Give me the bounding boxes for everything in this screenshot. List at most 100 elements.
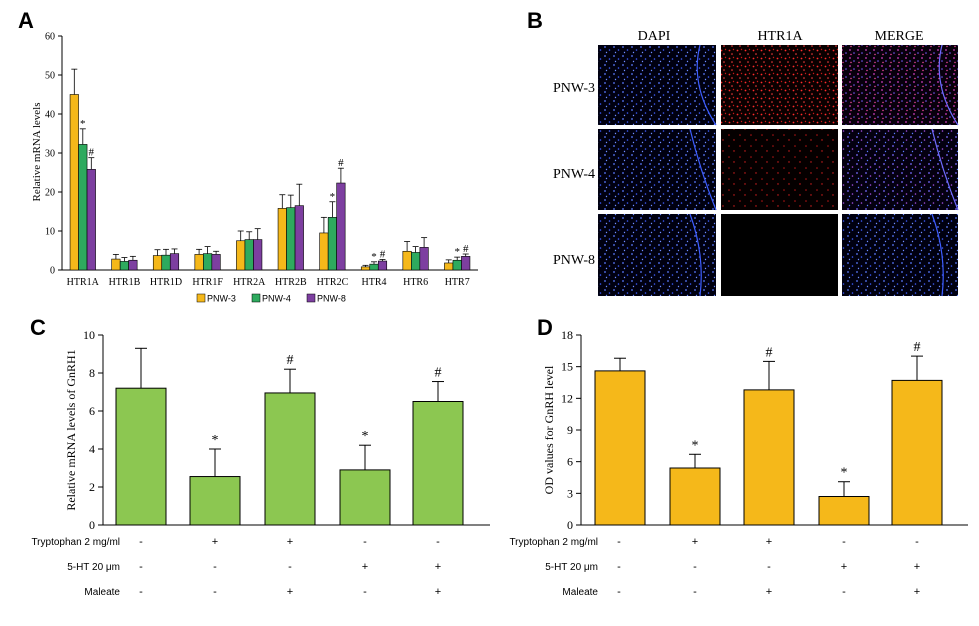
chart-d-bar-3 — [743, 389, 795, 526]
chart-a-significance-mark: # — [380, 248, 386, 260]
micro-tissue-edge — [931, 213, 944, 297]
chart-a-bar-pnw-3-htr2b — [277, 208, 287, 271]
cond-d-sign: - — [915, 536, 919, 548]
micro-col-dapi: DAPI — [638, 29, 671, 44]
chart-a-significance-mark: * — [330, 191, 336, 203]
chart-a-significance-mark: * — [80, 118, 86, 130]
cond-c-sign: - — [436, 536, 440, 548]
cond-c-sign: - — [363, 536, 367, 548]
chart-c-ytick-label: 10 — [83, 328, 95, 342]
chart-a-bar-pnw-8-htr2b — [294, 205, 304, 271]
micro-image-pnw3-merge — [842, 45, 958, 125]
chart-a-bar-pnw-8-htr2a — [253, 239, 263, 271]
cond-c-sign: - — [213, 586, 217, 598]
micro-image-pnw3-dapi — [598, 45, 716, 125]
chart-d-significance-mark: * — [692, 438, 699, 453]
chart-a-ytick-label: 0 — [50, 266, 55, 277]
chart-a-bar-pnw-3-htr4 — [360, 266, 371, 271]
chart-a-ytick-label: 20 — [45, 188, 55, 199]
chart-c-ytick-label: 4 — [89, 442, 95, 456]
chart-a-bar-pnw-4-htr1b — [119, 261, 129, 271]
cond-d-sign: + — [841, 561, 847, 573]
cond-d-label-tryptophan-2-mg-ml: Tryptophan 2 mg/ml — [509, 537, 598, 548]
cond-d-sign: - — [617, 586, 621, 598]
chart-a-bar-pnw-3-htr7 — [444, 262, 454, 271]
cond-c-sign: + — [435, 561, 441, 573]
chart-a-legend-label-pnw-8: PNW-8 — [317, 294, 346, 304]
chart-d-bar-2 — [669, 467, 721, 526]
micro-tissue-edge — [938, 44, 959, 126]
chart-a-category-htr2c: HTR2C — [317, 277, 349, 288]
cond-d-sign: + — [692, 536, 698, 548]
chart-a-bar-pnw-3-htr1a — [69, 94, 79, 271]
chart-a-category-htr2b: HTR2B — [275, 277, 307, 288]
chart-a-ytick-label: 40 — [45, 110, 55, 121]
chart-a-bar-pnw-4-htr1d — [161, 254, 171, 271]
cond-c-sign: + — [362, 561, 368, 573]
chart-a-ytick-label: 60 — [45, 32, 55, 43]
micro-image-pnw8-merge — [842, 214, 958, 296]
cond-c-label-maleate: Maleate — [84, 587, 120, 598]
chart-a-bar-pnw-4-htr1a — [78, 144, 88, 271]
chart-a-bar-pnw-8-htr1b — [128, 259, 138, 271]
chart-a-bar-pnw-4-htr7 — [452, 259, 462, 271]
chart-a-ytick-label: 10 — [45, 227, 55, 238]
chart-c-significance-mark: * — [362, 429, 369, 444]
micro-image-pnw4-dapi — [598, 129, 716, 210]
cond-d-sign: - — [767, 561, 771, 573]
chart-c-significance-mark: # — [287, 353, 294, 368]
chart-a-ytick-label: 30 — [45, 149, 55, 160]
cond-d-sign: - — [693, 561, 697, 573]
chart-a-bar-pnw-3-htr2a — [236, 240, 246, 271]
chart-a-bar-pnw-4-htr1f — [203, 253, 213, 271]
micro-image-pnw8-htr1a — [721, 214, 838, 296]
cond-d-sign: - — [617, 561, 621, 573]
chart-a-bar-pnw-4-htr6 — [411, 252, 421, 271]
chart-a-bar-pnw-8-htr4 — [377, 260, 388, 271]
cond-d-label-maleate: Maleate — [562, 587, 598, 598]
chart-c-bar-4 — [339, 469, 391, 526]
chart-a-bar-pnw-8-htr6 — [419, 247, 429, 271]
micro-image-pnw3-htr1a — [721, 45, 838, 125]
chart-a-bar-pnw-8-htr7 — [461, 256, 471, 271]
chart-a-significance-mark: # — [338, 157, 344, 169]
chart-a-bar-pnw-8-htr1a — [86, 169, 96, 271]
chart-d-significance-mark: * — [841, 466, 848, 481]
chart-c-bar-2 — [189, 476, 241, 526]
chart-a-bar-pnw-4-htr2c — [327, 217, 337, 271]
chart-a-bar-pnw-3-htr6 — [402, 250, 412, 271]
micro-col-htr1a: HTR1A — [757, 29, 803, 44]
cond-c-label-tryptophan-2-mg-ml: Tryptophan 2 mg/ml — [31, 537, 120, 548]
chart-d-ylabel: OD values for GnRH level — [542, 365, 556, 494]
chart-a-legend-swatch-pnw-4 — [251, 293, 261, 303]
chart-c-significance-mark: * — [212, 433, 219, 448]
cond-d-sign: - — [842, 536, 846, 548]
chart-a-significance-mark: * — [371, 251, 377, 263]
cond-c-sign: + — [287, 586, 293, 598]
chart-d-ytick-label: 12 — [561, 391, 573, 405]
micro-tissue-edge — [931, 128, 959, 211]
chart-c-ytick-label: 8 — [89, 366, 95, 380]
cond-c-sign: - — [288, 561, 292, 573]
chart-a-bar-pnw-8-htr2c — [336, 182, 346, 271]
cond-c-sign: + — [287, 536, 293, 548]
panel-letter-b: B — [527, 8, 543, 33]
chart-a-bar-pnw-3-htr1b — [111, 258, 121, 271]
chart-a-category-htr7: HTR7 — [445, 277, 470, 288]
chart-d-significance-mark: # — [766, 345, 773, 360]
chart-a-bar-pnw-4-htr2a — [244, 239, 254, 271]
micro-row-pnw3: PNW-3 — [553, 81, 595, 96]
chart-d-ytick-label: 0 — [567, 518, 573, 532]
chart-a-category-htr4: HTR4 — [362, 277, 387, 288]
chart-a-legend-swatch-pnw-8 — [306, 293, 316, 303]
panel-letter-c: C — [30, 315, 46, 340]
micro-row-pnw8: PNW-8 — [553, 253, 595, 268]
cond-d-sign: - — [842, 586, 846, 598]
chart-a-category-htr1b: HTR1B — [109, 277, 141, 288]
panel-letter-d: D — [537, 315, 553, 340]
chart-a-category-htr2a: HTR2A — [233, 277, 266, 288]
micro-image-pnw4-merge — [842, 129, 958, 210]
cond-d-label-5-ht-20-m: 5-HT 20 μm — [545, 562, 598, 573]
micrograph-grid: DAPI HTR1A MERGE PNW-3 PNW-4 PNW-8 — [553, 29, 959, 297]
chart-d-ytick-label: 6 — [567, 455, 573, 469]
